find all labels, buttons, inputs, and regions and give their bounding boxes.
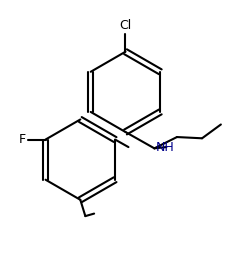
Text: NH: NH bbox=[155, 140, 174, 154]
Text: Cl: Cl bbox=[119, 19, 131, 31]
Text: F: F bbox=[18, 133, 25, 146]
